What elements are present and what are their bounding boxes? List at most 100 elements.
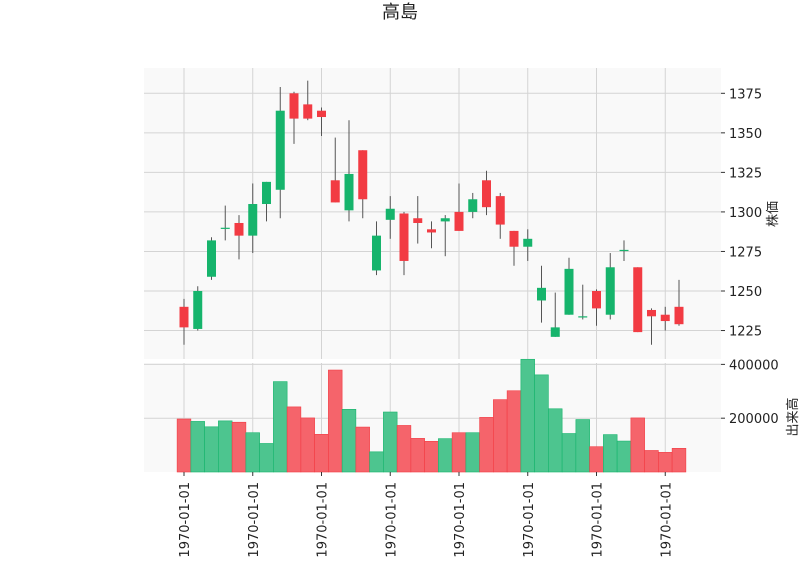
candle-body <box>660 314 670 322</box>
x-tick-label: 1970-01-01 <box>247 482 262 558</box>
volume-bar-down <box>424 441 439 473</box>
volume-bar-up <box>190 421 205 473</box>
volume-bar-up <box>603 434 618 473</box>
volume-axis-ticks: 200000 400000 <box>721 358 779 427</box>
candle-body <box>317 110 326 118</box>
candle-up <box>372 221 381 276</box>
candle-body <box>385 208 395 220</box>
candle-down <box>674 279 684 326</box>
volume-bars <box>176 358 687 473</box>
volume-bar-down <box>630 417 645 473</box>
chart-title: 高島 <box>382 2 418 23</box>
x-tick-label: 1970-01-01 <box>384 482 399 558</box>
candle-down <box>660 306 670 331</box>
candle-down <box>647 308 656 345</box>
volume-bar-up <box>575 419 590 473</box>
volume-bar-up <box>369 451 384 473</box>
candle-body <box>482 180 491 208</box>
price-tick-label: 1250 <box>729 285 762 300</box>
x-tick-label: 1970-01-01 <box>659 482 674 558</box>
candle-down <box>179 298 189 345</box>
x-axis-ticks: 1970-01-01 1970-01-01 1970-01-01 1970-01-01… <box>178 472 674 558</box>
candle-down <box>427 221 436 249</box>
volume-bar-down <box>644 450 659 473</box>
volume-bar-down <box>589 446 604 473</box>
price-axis-ticks: 1225 1250 1275 1300 1325 1350 1375 <box>721 87 762 340</box>
candle-down <box>509 230 519 266</box>
volume-bar-down <box>451 432 467 473</box>
candle-body <box>440 218 450 222</box>
price-panel: 1225 1250 1275 1300 1325 1350 1375 株価 <box>144 68 781 359</box>
candle-body <box>248 204 258 236</box>
price-tick-label: 1225 <box>729 325 762 340</box>
volume-bar-down <box>410 438 425 473</box>
price-panel-background <box>144 68 721 359</box>
candle-body <box>358 150 368 200</box>
candle-up <box>605 253 615 320</box>
candle-down <box>303 80 313 121</box>
volume-bar-up <box>561 433 577 473</box>
candle-body <box>564 268 574 315</box>
volume-bar-up <box>534 374 549 473</box>
candle-body <box>344 173 354 211</box>
volume-bar-down <box>176 418 192 473</box>
candle-body <box>550 327 560 337</box>
candle-body <box>619 249 629 252</box>
candle-up <box>523 229 533 261</box>
candle-body <box>330 180 340 203</box>
volume-bar-up <box>383 411 398 473</box>
volume-bar-up <box>616 440 632 473</box>
candle-body <box>633 267 643 333</box>
candle-body <box>179 306 189 328</box>
candle-up <box>193 286 203 331</box>
volume-bar-down <box>355 426 370 473</box>
price-tick-label: 1300 <box>729 206 762 221</box>
volume-bar-up <box>273 381 288 473</box>
price-axis-label: 株価 <box>766 201 781 227</box>
candle-down <box>454 183 464 231</box>
candle-body <box>427 229 436 233</box>
candle-down <box>482 170 491 216</box>
candle-body <box>262 181 271 205</box>
volume-axis-label: 出来高 <box>785 397 800 436</box>
candle-body <box>495 196 505 225</box>
volume-panel: 200000 400000 出来高 <box>144 358 800 473</box>
x-tick-label: 1970-01-01 <box>522 482 537 558</box>
candle-down <box>592 289 601 326</box>
volume-bar-down <box>658 452 673 473</box>
candle-down <box>413 196 423 244</box>
volume-bar-up <box>204 426 219 473</box>
candle-body <box>523 238 533 247</box>
candle-up <box>578 284 588 320</box>
candle-down <box>289 91 299 144</box>
candle-down <box>358 150 368 219</box>
volume-bar-down <box>231 421 247 473</box>
candle-up <box>440 215 450 257</box>
volume-bar-down <box>286 406 302 473</box>
candle-body <box>578 316 588 318</box>
candle-body <box>234 222 244 236</box>
x-tick-label: 1970-01-01 <box>591 482 606 558</box>
candle-body <box>674 306 684 325</box>
candle-down <box>495 192 505 239</box>
candle-down <box>633 267 643 333</box>
volume-bar-up <box>520 358 535 473</box>
candle-down <box>399 211 409 276</box>
candle-body <box>303 104 313 119</box>
candle-up <box>220 205 230 241</box>
candle-body <box>509 230 519 247</box>
candle-body <box>647 309 656 317</box>
volume-tick-label: 400000 <box>729 358 779 373</box>
volume-bar-down <box>479 417 494 473</box>
volume-tick-label: 200000 <box>729 412 779 427</box>
volume-bar-down <box>671 448 687 473</box>
candle-up <box>619 240 629 261</box>
candle-body <box>413 218 423 223</box>
volume-bar-down <box>396 425 412 473</box>
candle-up <box>537 265 546 323</box>
candle-body <box>399 213 409 261</box>
candle-up <box>275 86 285 219</box>
candle-down <box>317 107 326 137</box>
